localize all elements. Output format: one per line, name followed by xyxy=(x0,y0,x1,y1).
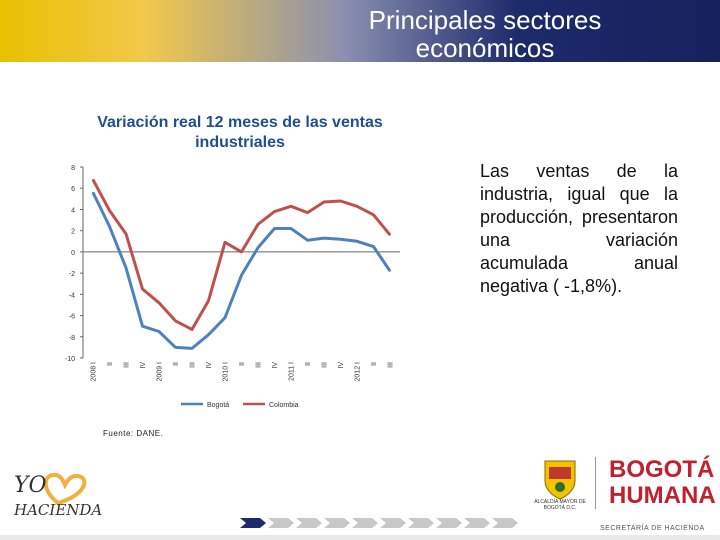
series-point xyxy=(92,178,94,181)
x-tick-label: 2009 I xyxy=(157,362,164,382)
series-point xyxy=(290,205,292,208)
series-point xyxy=(290,227,292,230)
x-tick-label: II xyxy=(107,362,114,366)
series-point xyxy=(323,201,325,203)
series-point xyxy=(356,205,358,208)
hacienda-text: HACIENDA xyxy=(14,501,103,519)
x-tick-label: III xyxy=(322,362,329,368)
series-point xyxy=(108,225,111,228)
x-tick-label: 2011 I xyxy=(289,362,296,381)
humana-text: HUMANA xyxy=(609,482,716,509)
series-point xyxy=(191,328,193,331)
header-banner: Principales sectores económicos xyxy=(0,0,720,62)
series-point xyxy=(158,302,160,304)
legend-label: Bogotá xyxy=(207,402,229,409)
series-point xyxy=(207,299,210,302)
series-point xyxy=(141,288,144,290)
page-title-line1: Principales sectores xyxy=(368,5,602,35)
x-tick-label: III xyxy=(256,362,263,368)
footer-bar xyxy=(0,535,720,540)
series-point xyxy=(273,227,276,230)
chart-title: Variación real 12 meses de las ventas in… xyxy=(97,114,383,151)
y-tick-label: 2 xyxy=(71,229,75,236)
x-tick-label: II xyxy=(305,362,312,366)
x-tick-label: II xyxy=(371,362,378,366)
secretaria-text: SECRETARÍA DE HACIENDA xyxy=(600,525,705,532)
coat-of-arms-icon xyxy=(544,460,576,500)
alcaldia-logo-block: ALCALDÍA MAYOR DE BOGOTÁ D.C. BOGOTÁ HUM… xyxy=(534,455,716,515)
legend-label: Colombia xyxy=(269,402,299,409)
series-point xyxy=(240,251,243,253)
page-title-line2: económicos xyxy=(415,33,555,63)
x-tick-label: III xyxy=(190,362,197,368)
y-tick-label: 8 xyxy=(71,165,75,172)
series-point xyxy=(224,241,226,244)
x-tick-label: IV xyxy=(140,362,147,369)
side-text: Las ventas de la industria, igual que la… xyxy=(480,161,678,296)
x-tick-label: IV xyxy=(338,362,345,369)
series-point xyxy=(125,267,127,269)
series-point xyxy=(191,347,193,350)
series-point xyxy=(306,211,309,214)
series-point xyxy=(174,346,177,349)
y-tick-label: -8 xyxy=(69,335,75,342)
series-point xyxy=(141,325,144,327)
x-tick-label: II xyxy=(239,362,246,366)
series-point xyxy=(207,333,210,336)
y-tick-label: 0 xyxy=(71,250,75,257)
series-point xyxy=(240,274,243,277)
y-tick-label: -6 xyxy=(69,314,75,321)
x-tick-label: III xyxy=(124,362,131,368)
heart-icon xyxy=(43,472,87,506)
series-point xyxy=(224,316,226,319)
series-point xyxy=(158,330,160,333)
series-point xyxy=(108,209,111,212)
y-tick-label: 6 xyxy=(71,186,75,193)
series-point xyxy=(389,270,391,272)
series-point xyxy=(257,223,259,226)
x-tick-label: II xyxy=(173,362,180,366)
alcaldia-text: ALCALDÍA MAYOR DE BOGOTÁ D.C. xyxy=(534,499,586,511)
page-title: Principales sectores económicos xyxy=(250,6,720,62)
series-point xyxy=(257,246,259,249)
y-tick-label: -10 xyxy=(65,356,75,363)
x-tick-label: IV xyxy=(272,362,279,369)
series-point xyxy=(306,239,309,242)
x-tick-label: 2008 I xyxy=(91,362,98,382)
y-tick-label: -2 xyxy=(69,271,75,278)
bogota-text: BOGOTÁ xyxy=(609,456,715,483)
navigation-arrows xyxy=(240,518,518,528)
series-point xyxy=(339,238,342,240)
series-point xyxy=(372,245,375,248)
x-tick-label: 2010 I xyxy=(223,362,230,382)
y-tick-label: -4 xyxy=(69,292,75,299)
series-point xyxy=(174,320,177,322)
series-point xyxy=(273,210,276,213)
logo-divider xyxy=(595,457,596,509)
series-point xyxy=(323,237,325,239)
x-tick-label: IV xyxy=(206,362,213,369)
y-tick-label: 4 xyxy=(71,207,75,214)
x-tick-label: III xyxy=(388,362,395,368)
series-point xyxy=(372,213,375,216)
yo-hacienda-logo: YO HACIENDA xyxy=(10,465,105,527)
series-point xyxy=(339,200,342,202)
x-tick-label: 2012 I xyxy=(355,362,362,382)
series-point xyxy=(92,191,94,194)
source-note: Fuente: DANE. xyxy=(103,429,164,438)
series-point xyxy=(356,240,358,243)
series-point xyxy=(389,234,391,236)
series-point xyxy=(125,233,127,235)
yo-text: YO xyxy=(14,473,47,498)
